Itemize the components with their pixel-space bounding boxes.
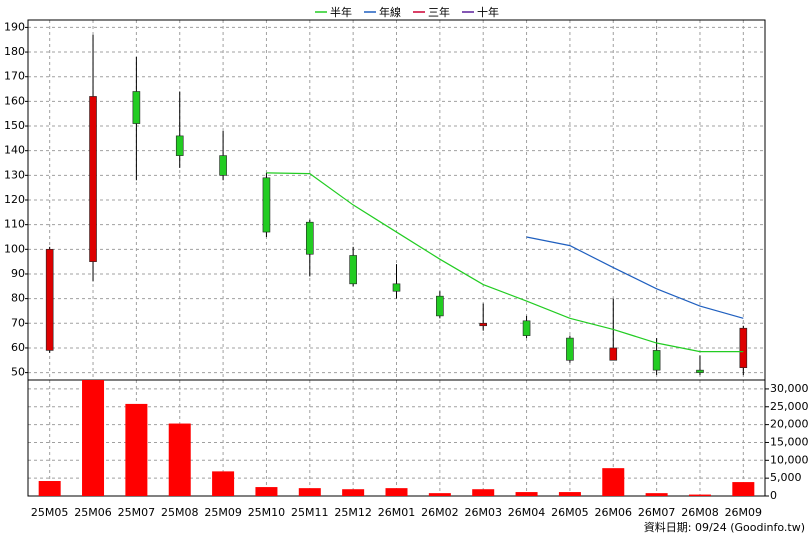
- volume-bar: [255, 487, 278, 496]
- volume-bar: [385, 488, 408, 496]
- candle-body: [175, 135, 184, 156]
- candle-body: [392, 283, 401, 292]
- volume-bar: [125, 403, 148, 496]
- y-tick-label: 70: [11, 316, 25, 329]
- y-tick-label: 80: [11, 292, 25, 305]
- y2-tick-label: 10,000: [770, 453, 808, 466]
- volume-bar: [38, 481, 61, 496]
- candle-body: [219, 155, 227, 176]
- volume-bar: [212, 471, 235, 496]
- y-tick-label: 90: [11, 267, 25, 280]
- y2-tick-label: 25,000: [770, 400, 808, 413]
- candle-body: [696, 369, 704, 373]
- y2-tick-label: 15,000: [770, 435, 808, 448]
- y-tick-label: 100: [4, 242, 25, 255]
- x-tick-label: 26M07: [638, 506, 676, 519]
- candle-body: [89, 96, 97, 262]
- volume-bar: [342, 489, 365, 496]
- x-tick-label: 25M07: [118, 506, 156, 519]
- candle-body: [609, 347, 618, 361]
- x-tick-label: 25M05: [31, 506, 69, 519]
- ma-line: [266, 172, 744, 353]
- candle-body: [45, 249, 54, 351]
- legend-label: 三年: [428, 5, 450, 19]
- y-tick-label: 140: [4, 144, 25, 157]
- y2-tick-label: 20,000: [770, 418, 808, 431]
- source-note: 資料日期: 09/24 (Goodinfo.tw): [644, 520, 805, 534]
- volume-bar: [732, 482, 755, 496]
- volume-bar: [558, 492, 581, 496]
- volume-bar: [82, 380, 105, 496]
- x-tick-label: 26M08: [681, 506, 719, 519]
- x-tick-label: 25M11: [291, 506, 329, 519]
- y2-tick-label: 5,000: [770, 471, 802, 484]
- y-tick-label: 150: [4, 119, 25, 132]
- x-tick-label: 26M01: [378, 506, 416, 519]
- candle-body: [566, 337, 574, 361]
- legend-label: 年線: [379, 5, 401, 19]
- ma-line: [526, 236, 744, 319]
- volume-bar: [645, 493, 668, 496]
- x-tick-label: 25M09: [204, 506, 242, 519]
- x-tick-label: 26M05: [551, 506, 589, 519]
- y2-tick-label: 30,000: [770, 382, 808, 395]
- volume-bar: [168, 423, 191, 496]
- candle-body: [305, 221, 314, 255]
- x-tick-label: 26M06: [595, 506, 633, 519]
- x-tick-label: 25M10: [248, 506, 286, 519]
- legend-label: 半年: [330, 5, 352, 19]
- candle-body: [436, 295, 444, 317]
- candle-body: [522, 320, 531, 336]
- x-tick-label: 26M09: [725, 506, 763, 519]
- x-tick-label: 26M02: [421, 506, 459, 519]
- candle-body: [262, 177, 271, 233]
- volume-bar: [688, 494, 711, 496]
- y2-tick-label: 0: [770, 489, 777, 502]
- y-tick-label: 120: [4, 193, 25, 206]
- volume-bar: [602, 468, 625, 496]
- x-tick-label: 25M12: [334, 506, 372, 519]
- volume-bar: [428, 493, 451, 496]
- legend-label: 十年: [477, 5, 499, 19]
- y-tick-label: 60: [11, 341, 25, 354]
- volume-bar: [298, 488, 321, 496]
- volume-bar: [472, 489, 495, 496]
- y-tick-label: 50: [11, 366, 25, 379]
- candle-body: [349, 255, 357, 285]
- candle-body: [479, 322, 488, 327]
- x-tick-label: 26M03: [464, 506, 502, 519]
- y-tick-label: 190: [4, 20, 25, 33]
- candle-body: [739, 327, 748, 368]
- x-tick-label: 25M08: [161, 506, 199, 519]
- y-tick-label: 130: [4, 168, 25, 181]
- y-tick-label: 180: [4, 45, 25, 58]
- candle-body: [132, 91, 141, 124]
- volume-bar: [515, 492, 538, 496]
- y-tick-label: 110: [4, 218, 25, 231]
- candle-body: [652, 350, 661, 371]
- x-tick-label: 26M04: [508, 506, 546, 519]
- y-tick-label: 170: [4, 70, 25, 83]
- x-tick-label: 25M06: [74, 506, 112, 519]
- y-tick-label: 160: [4, 94, 25, 107]
